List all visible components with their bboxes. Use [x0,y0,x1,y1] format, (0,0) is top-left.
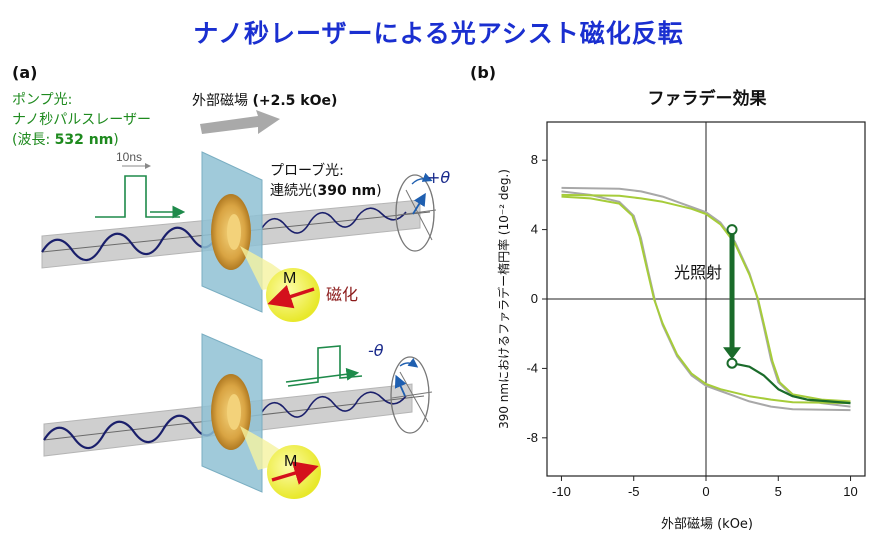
polarizer-bottom [390,356,433,434]
external-field-arrow [200,110,280,134]
end-point-marker [726,357,738,369]
pump-pulse-bottom [285,345,363,387]
y-tick-label: -8 [526,430,538,445]
series-2-after_irradiation-line [731,362,851,405]
y-axis-label: 390 nmにおけるファラデー楕円率 (10⁻² deg.) [496,169,511,429]
x-tick-label: -10 [552,484,571,499]
pump-line3: (波長: 532 nm) [12,132,119,148]
magnetization-label: 磁化 [326,285,358,304]
probe-label: プローブ光: 連続光(390 nm) [270,161,382,201]
pump-line2: ナノ秒パルスレーザー [12,112,152,128]
polarizer-top [395,172,437,252]
series-0-descending-line [561,186,851,408]
x-tick-label: 5 [775,484,782,499]
x-tick-label: 10 [843,484,857,499]
minus-theta-label: -θ [368,341,384,360]
sample-bottom [201,333,296,493]
magnetization-symbol-bottom: M [284,453,297,470]
magnetization-ball-bottom [267,445,321,499]
series-0-ascending-line [561,190,851,412]
sample-top [201,151,300,313]
x-tick-label: 0 [702,484,709,499]
y-tick-label: -4 [526,360,538,375]
chart-title: ファラデー効果 [648,88,767,109]
panel-a-label: (a) [12,63,38,82]
x-axis-label: 外部磁場 (kOe) [661,517,753,532]
x-tick-label: -5 [628,484,640,499]
pump-pulse-top [95,163,186,219]
panel-b-label: (b) [470,63,497,82]
probe-line1: プローブ光: [270,163,344,179]
magnetization-ball-top [266,268,320,322]
irradiation-arrow-head [723,347,742,360]
page-title: ナノ秒レーザーによる光アシスト磁化反転 [193,19,684,48]
probe-line2: 連続光(390 nm) [270,183,382,199]
magnetization-symbol-top: M [283,270,296,287]
series-1-ascending-line [561,195,851,405]
pump-line1: ポンプ光: [12,92,73,108]
pump-label: ポンプ光: ナノ秒パルスレーザー (波長: 532 nm) [12,90,151,150]
pulse-width-top: 10ns [116,150,142,164]
y-tick-label: 4 [531,222,538,237]
y-tick-label: 0 [531,291,538,306]
external-field-label: 外部磁場 (+2.5 kOe) [192,93,338,109]
y-tick-label: 8 [531,152,538,167]
plus-theta-label: +θ [427,168,450,187]
start-point-marker [726,224,738,236]
irradiation-label: 光照射 [674,263,722,282]
series-1-descending-line [561,193,851,403]
